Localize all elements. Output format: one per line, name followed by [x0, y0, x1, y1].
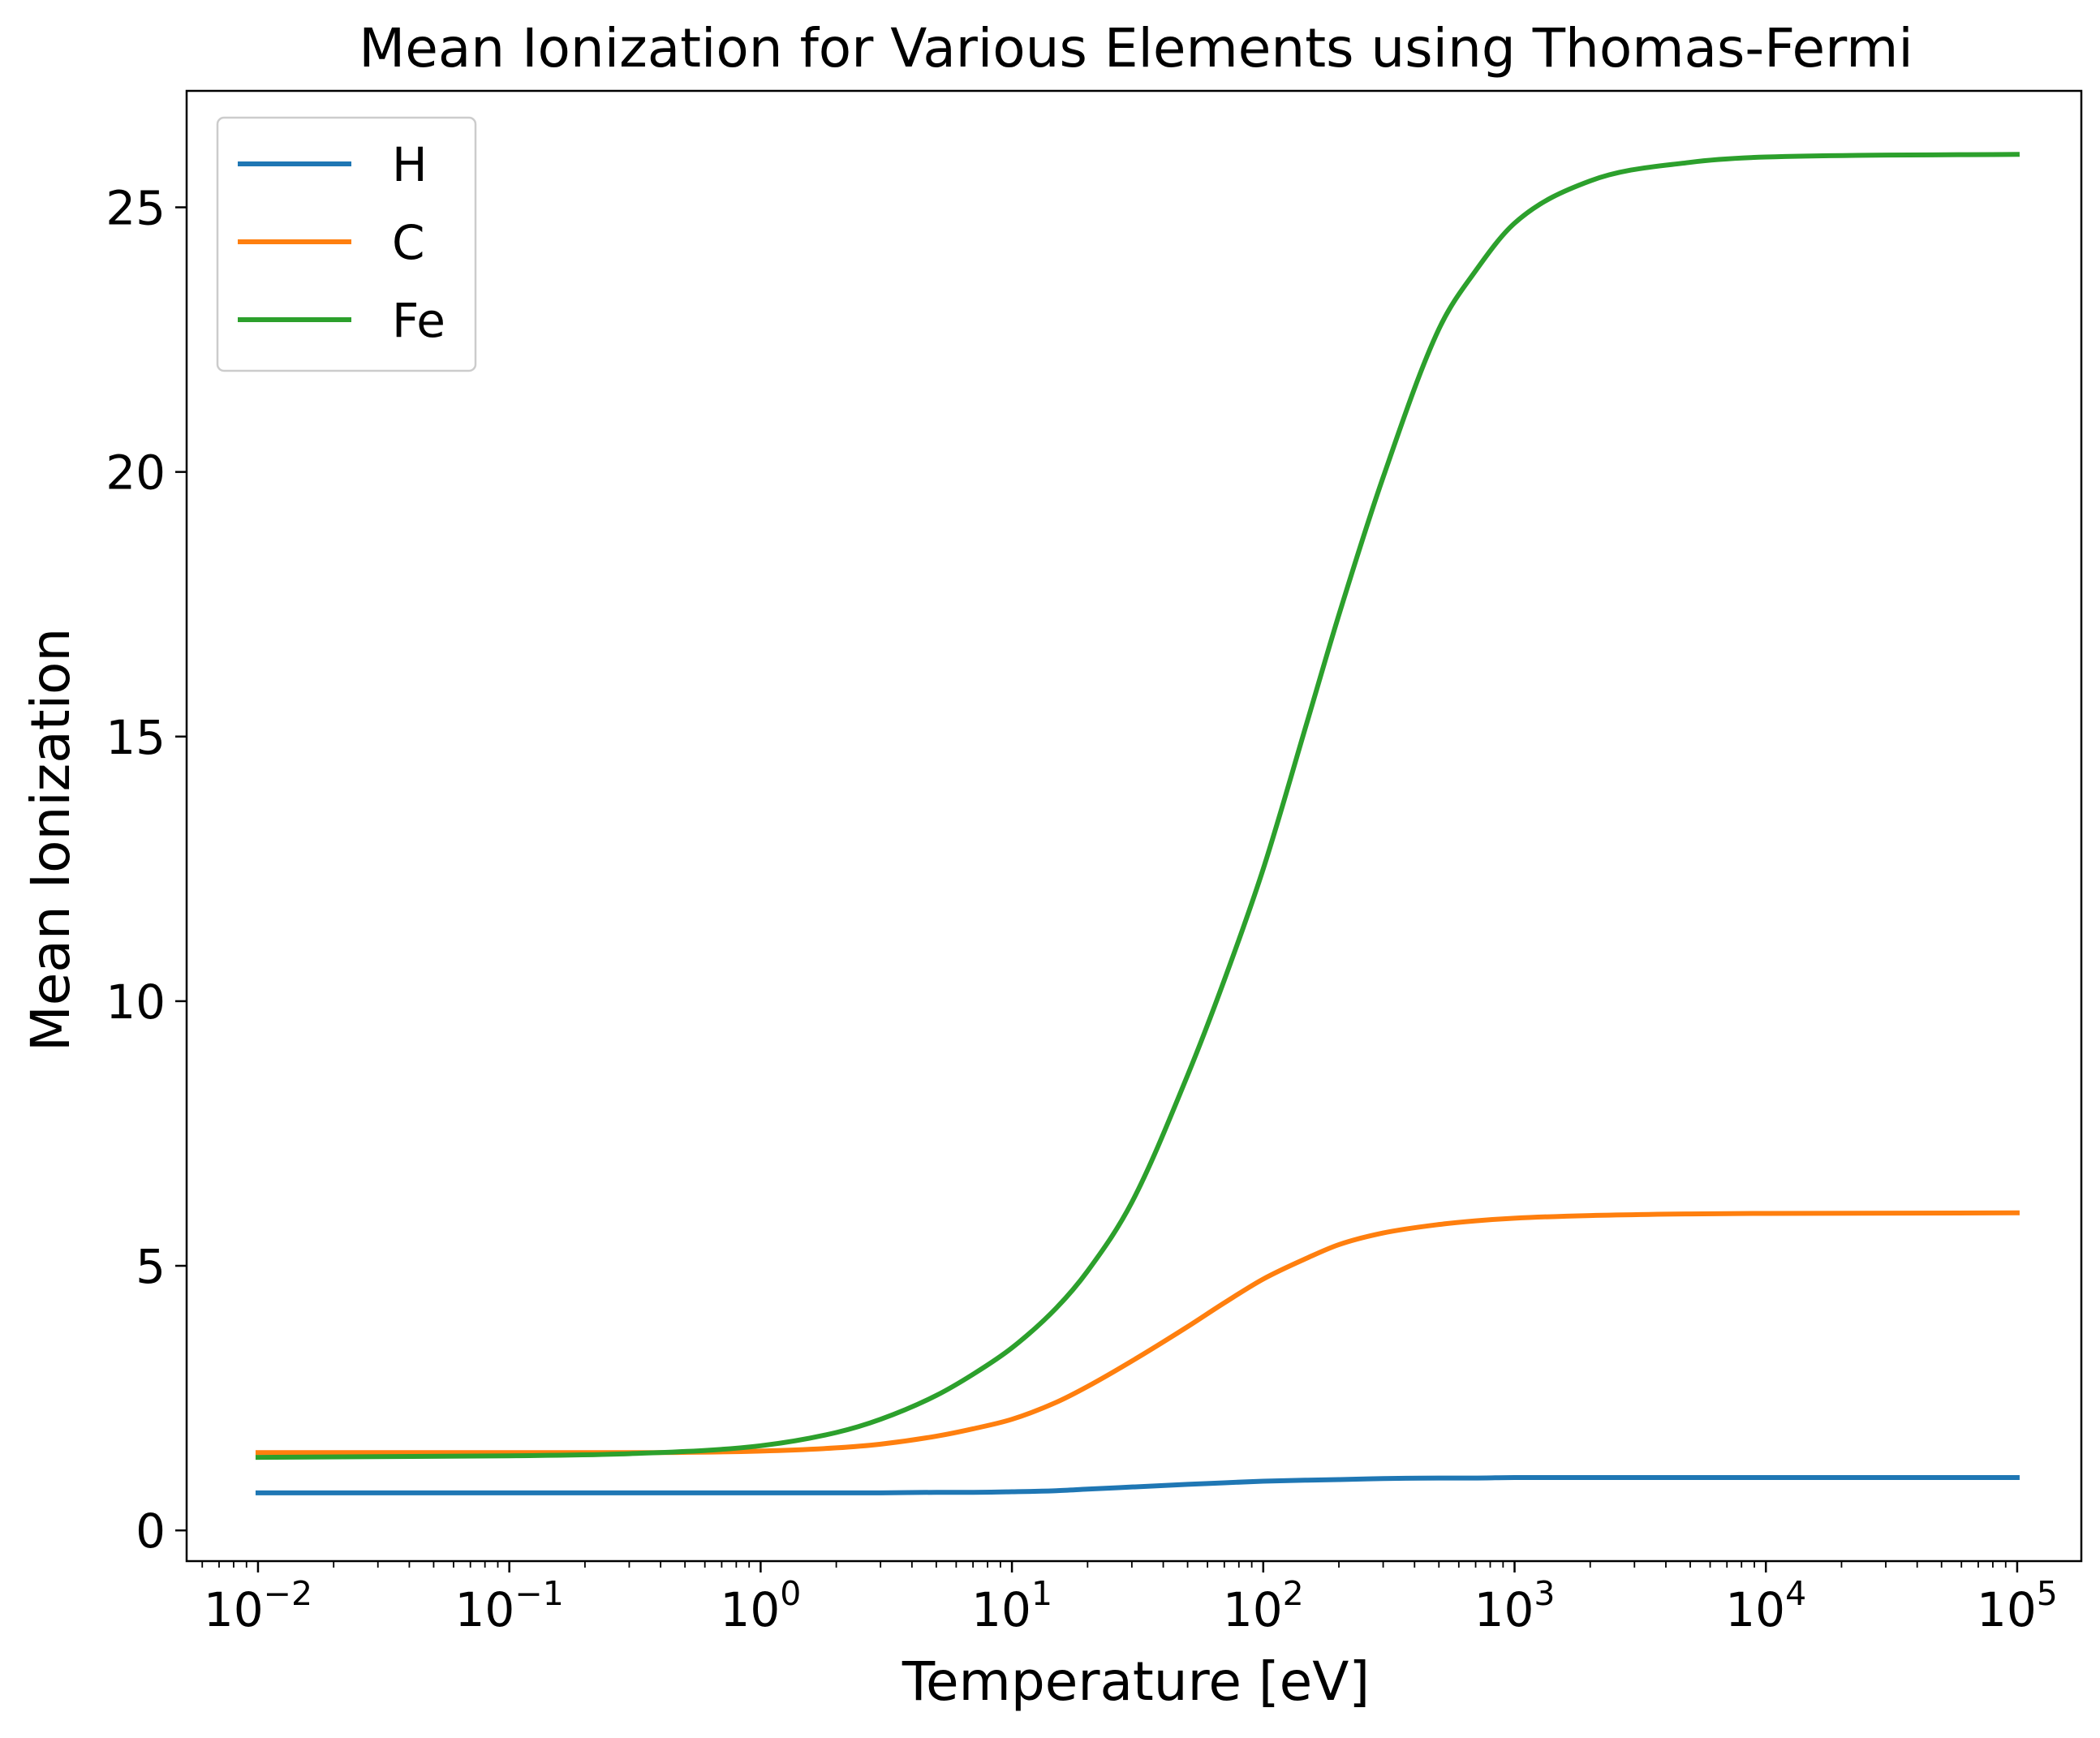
x-tick-label-exponent: 3 [1534, 1574, 1555, 1613]
x-axis-label: Temperature [eV] [902, 1650, 1370, 1713]
x-tick-label: 102 [1223, 1574, 1304, 1637]
x-tick-label-base: 10 [1474, 1582, 1534, 1637]
y-tick-label: 15 [105, 710, 166, 765]
x-tick-label-base: 10 [971, 1582, 1031, 1637]
y-tick-label: 10 [105, 974, 166, 1030]
x-tick-label: 105 [1977, 1574, 2058, 1637]
x-tick-label-base: 10 [1977, 1582, 2037, 1637]
series-line-h [255, 1474, 2020, 1495]
y-tick-label: 25 [105, 180, 166, 235]
axes-frame [185, 89, 2083, 1563]
x-tick-label: 103 [1474, 1574, 1556, 1637]
x-tick-label-exponent: 1 [1031, 1574, 1052, 1613]
x-tick-label-base: 10 [1223, 1582, 1283, 1637]
x-tick-label: 100 [720, 1574, 801, 1637]
y-tick-label: 0 [136, 1504, 166, 1559]
legend-label-fe: Fe [392, 293, 445, 348]
x-tick-label-exponent: −1 [514, 1574, 563, 1613]
legend-label-c: C [392, 215, 425, 270]
y-tick-label: 20 [105, 445, 166, 501]
x-tick-label: 10−1 [455, 1574, 564, 1637]
series-line-fe [255, 152, 2020, 1461]
x-tick-label: 10−2 [204, 1574, 312, 1637]
y-axis-label: Mean Ionization [19, 628, 82, 1052]
legend-label-h: H [392, 137, 428, 192]
y-tick-label: 5 [136, 1239, 166, 1294]
legend: HC Fe [216, 116, 477, 372]
x-tick-label-exponent: 4 [1785, 1574, 1806, 1613]
x-tick-label: 101 [971, 1574, 1052, 1637]
x-tick-label: 104 [1725, 1574, 1806, 1637]
x-tick-label-exponent: −2 [264, 1574, 312, 1613]
series-line-c [255, 1210, 2020, 1456]
x-tick-label-base: 10 [204, 1582, 264, 1637]
x-tick-label-base: 10 [1725, 1582, 1785, 1637]
series-group [255, 152, 2020, 1495]
x-tick-label-exponent: 2 [1283, 1574, 1304, 1613]
x-tick-label-base: 10 [720, 1582, 780, 1637]
chart-title: Mean Ionization for Various Elements usi… [359, 17, 1913, 80]
x-tick-label-exponent: 0 [780, 1574, 801, 1613]
x-tick-label-base: 10 [455, 1582, 515, 1637]
x-tick-label-exponent: 5 [2037, 1574, 2058, 1613]
